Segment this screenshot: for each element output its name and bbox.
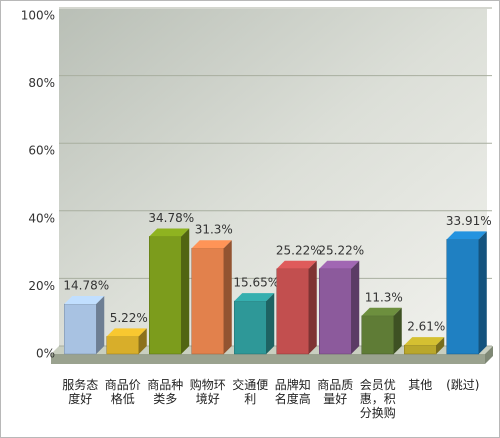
- bar: [234, 300, 267, 355]
- x-tick-label: 商品种类多: [147, 378, 184, 406]
- bar-side: [478, 231, 487, 354]
- bar-top: [404, 337, 445, 346]
- bar: [64, 303, 97, 355]
- bar-side: [181, 228, 190, 354]
- bar: [191, 247, 224, 355]
- bar: [404, 344, 437, 355]
- bar: [276, 268, 309, 355]
- bar-side: [266, 293, 275, 354]
- bar-side: [351, 260, 360, 354]
- x-tick-label: 其他: [408, 378, 433, 392]
- bar-top: [64, 296, 105, 305]
- value-label: 34.78%: [148, 211, 194, 225]
- x-tick-label: 购物环境好: [189, 378, 226, 406]
- x-tick-label: 服务态度好: [62, 378, 99, 406]
- value-label: 14.78%: [63, 279, 109, 293]
- value-label: 5.22%: [110, 311, 148, 325]
- value-label: 15.65%: [233, 276, 279, 290]
- x-tick-label: 商品质量好: [317, 378, 354, 406]
- bar-side: [393, 307, 402, 354]
- x-tick-label: 交通便利: [232, 378, 269, 406]
- bar-top: [149, 228, 190, 237]
- floor-front: [51, 354, 485, 364]
- bar-top: [191, 240, 232, 249]
- bar: [149, 236, 182, 355]
- y-tick-label: 0%: [36, 347, 55, 361]
- y-tick-label: 20%: [28, 279, 55, 293]
- bar-top: [276, 260, 317, 269]
- bar: [319, 268, 352, 355]
- bar-top: [361, 307, 402, 316]
- bar-top: [319, 260, 360, 269]
- bar: [361, 315, 394, 355]
- value-label: 25.22%: [318, 243, 364, 257]
- floor-side: [485, 346, 493, 364]
- bar: [446, 239, 479, 355]
- x-tick-label: 会员优惠，积分换购: [359, 378, 396, 420]
- y-tick-label: 60%: [28, 144, 55, 158]
- value-label: 2.61%: [407, 320, 445, 334]
- x-tick-label: (跳过): [446, 378, 480, 392]
- bar-side: [436, 337, 445, 354]
- bar-top: [446, 231, 487, 240]
- value-label: 11.3%: [365, 290, 403, 304]
- bar-side: [138, 328, 147, 354]
- x-tick-label: 商品价格低: [104, 378, 141, 406]
- x-tick-label: 品牌知名度高: [274, 378, 311, 406]
- bar-side: [223, 240, 232, 354]
- bar-side: [96, 296, 105, 354]
- bar: [106, 336, 139, 355]
- y-tick-label: 40%: [28, 211, 55, 225]
- value-label: 33.91%: [446, 214, 492, 228]
- bar-top: [234, 293, 275, 302]
- value-label: 31.3%: [195, 223, 233, 237]
- value-label: 25.22%: [276, 243, 322, 257]
- bar-top: [106, 328, 147, 337]
- y-tick-label: 100%: [21, 9, 55, 23]
- bar-side: [308, 260, 317, 354]
- y-tick-label: 80%: [28, 76, 55, 90]
